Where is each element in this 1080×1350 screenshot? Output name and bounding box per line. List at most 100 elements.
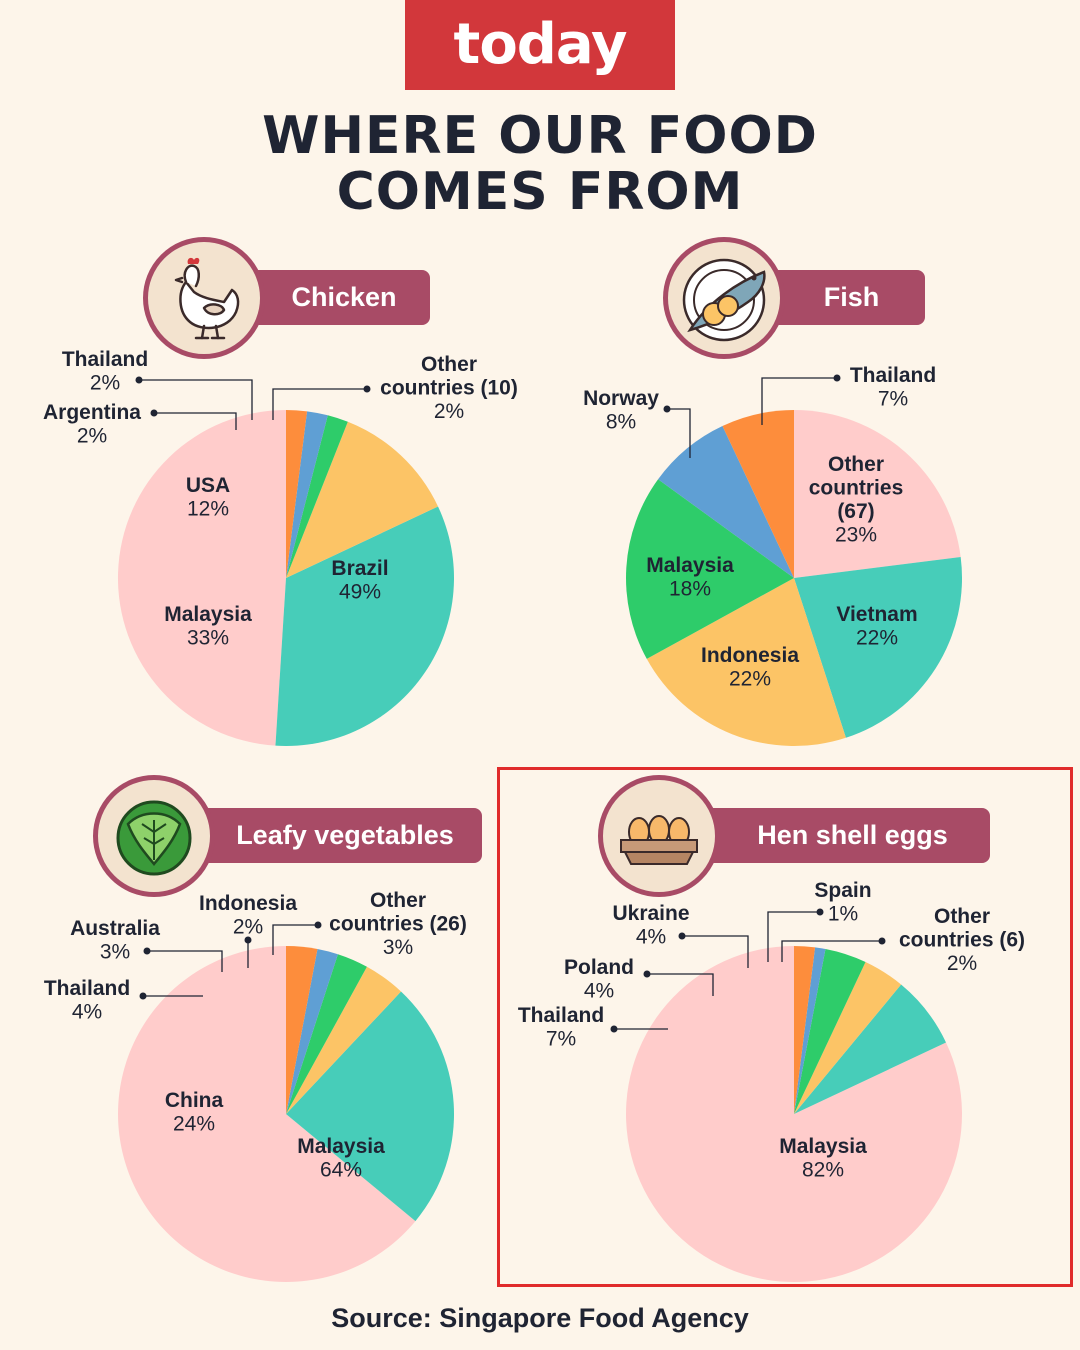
eggs-title-pill: Hen shell eggs — [680, 808, 990, 863]
chicken-slice-brazil — [117, 410, 286, 746]
fish-value-indonesia: 22% — [729, 668, 771, 691]
fish-name-norway: Norway — [583, 387, 659, 410]
leafy-slice-other-countries-26 — [286, 946, 318, 1114]
chicken-value-thailand: 2% — [90, 372, 120, 395]
leafy-value-china: 24% — [173, 1113, 215, 1136]
eggs-slice-thailand — [794, 984, 947, 1114]
headline-line-2: COMES FROM — [336, 162, 744, 222]
eggs-badge — [598, 775, 720, 897]
eggs-leader-dot-poland — [643, 970, 651, 978]
eggs-name-ukraine: Ukraine — [612, 902, 689, 925]
chicken-name-other-countries-10-2: countries (10) — [380, 377, 518, 400]
leafy-name-malaysia: Malaysia — [297, 1135, 385, 1158]
leafy-name-china: China — [165, 1089, 224, 1112]
eggs-leader-poland — [647, 973, 714, 996]
eggs-leader-dot-ukraine — [678, 932, 686, 940]
fish-slice-malaysia — [626, 479, 794, 659]
fish-badge — [663, 237, 785, 359]
fish-leader-dot-thailand — [833, 374, 841, 382]
leafy-name-indonesia: Indonesia — [199, 892, 297, 915]
eggs-name-malaysia: Malaysia — [779, 1135, 867, 1158]
chicken-leader-other-countries-10 — [272, 388, 367, 420]
chicken-name-usa: USA — [186, 474, 230, 497]
eggs-name-other-countries-6-1: Other — [934, 905, 990, 928]
fish-value-vietnam: 22% — [856, 627, 898, 650]
fish-slice-norway — [658, 425, 794, 578]
eggs-name-other-countries-6-2: countries (6) — [899, 929, 1025, 952]
cabbage-icon — [116, 800, 192, 876]
eggs-leader-dot-thailand — [610, 1025, 618, 1033]
eggs-pie — [625, 946, 962, 1282]
leafy-leader-dot-australia — [143, 947, 151, 955]
fish-icon — [682, 258, 766, 342]
eggs-value-malaysia: 82% — [802, 1159, 844, 1182]
chicken-pie — [117, 409, 454, 747]
leafy-slice-indonesia — [286, 948, 338, 1114]
eggs-leader-other-countries-6 — [781, 940, 882, 962]
leafy-slice-china — [286, 991, 455, 1222]
eggs-slice-other-countries-6 — [794, 946, 816, 1114]
chicken-value-malaysia: 33% — [187, 627, 229, 650]
chicken-slice-other-countries-10 — [286, 409, 308, 578]
leafy-leader-australia — [147, 950, 223, 972]
eggs-value-spain: 1% — [828, 903, 858, 926]
chicken-leader-thailand — [139, 379, 253, 420]
eggs-name-poland: Poland — [564, 956, 634, 979]
eggs-slice-spain — [794, 947, 826, 1114]
fish-name-malaysia: Malaysia — [646, 554, 734, 577]
leafy-pie — [118, 946, 455, 1282]
eggs-name-spain: Spain — [814, 879, 871, 902]
chicken-leader-argentina — [154, 412, 237, 430]
leafy-value-malaysia: 64% — [320, 1159, 362, 1182]
eggs-leader-dot-spain — [816, 908, 824, 916]
fish-name-indonesia: Indonesia — [701, 644, 799, 667]
leafy-name-other-countries-26-1: Other — [370, 889, 426, 912]
fish-name-other-countries-67-1: Other — [828, 453, 884, 476]
chicken-leader-dot-thailand — [135, 376, 143, 384]
fish-title: Fish — [823, 282, 880, 312]
fish-slice-thailand — [722, 410, 794, 578]
fish-name-other-countries-67-3: (67) — [837, 500, 874, 523]
chicken-name-other-countries-10-1: Other — [421, 353, 477, 376]
source-credit: Source: Singapore Food Agency — [331, 1303, 749, 1333]
eggs-value-other-countries-6: 2% — [947, 952, 977, 975]
chicken-slice-thailand — [286, 411, 328, 578]
fish-slice-vietnam — [794, 556, 963, 738]
fish-slice-indonesia — [646, 578, 846, 747]
leafy-leader-other-countries-26 — [272, 924, 318, 955]
leafy-slice-malaysia — [118, 946, 416, 1282]
leafy-title: Leafy vegetables — [236, 820, 454, 850]
fish-leader-thailand — [761, 377, 837, 425]
headline-line-1: WHERE OUR FOOD — [262, 106, 818, 166]
chicken-leader-dot-other-countries-10 — [363, 385, 371, 393]
eggs-value-thailand: 7% — [546, 1028, 576, 1051]
leafy-name-australia: Australia — [70, 917, 160, 940]
leafy-leader-dot-thailand — [139, 992, 147, 1000]
highlight-frame — [497, 767, 1073, 1287]
chicken-value-other-countries-10: 2% — [434, 400, 464, 423]
leafy-value-other-countries-26: 3% — [383, 936, 413, 959]
eggs-leader-ukraine — [682, 935, 749, 968]
fish-value-norway: 8% — [606, 411, 636, 434]
eggs-leader-spain — [767, 911, 820, 962]
chicken-value-brazil: 49% — [339, 581, 381, 604]
eggs-name-thailand: Thailand — [518, 1004, 604, 1027]
fish-pie — [626, 410, 963, 747]
leafy-name-other-countries-26-2: countries (26) — [329, 913, 467, 936]
